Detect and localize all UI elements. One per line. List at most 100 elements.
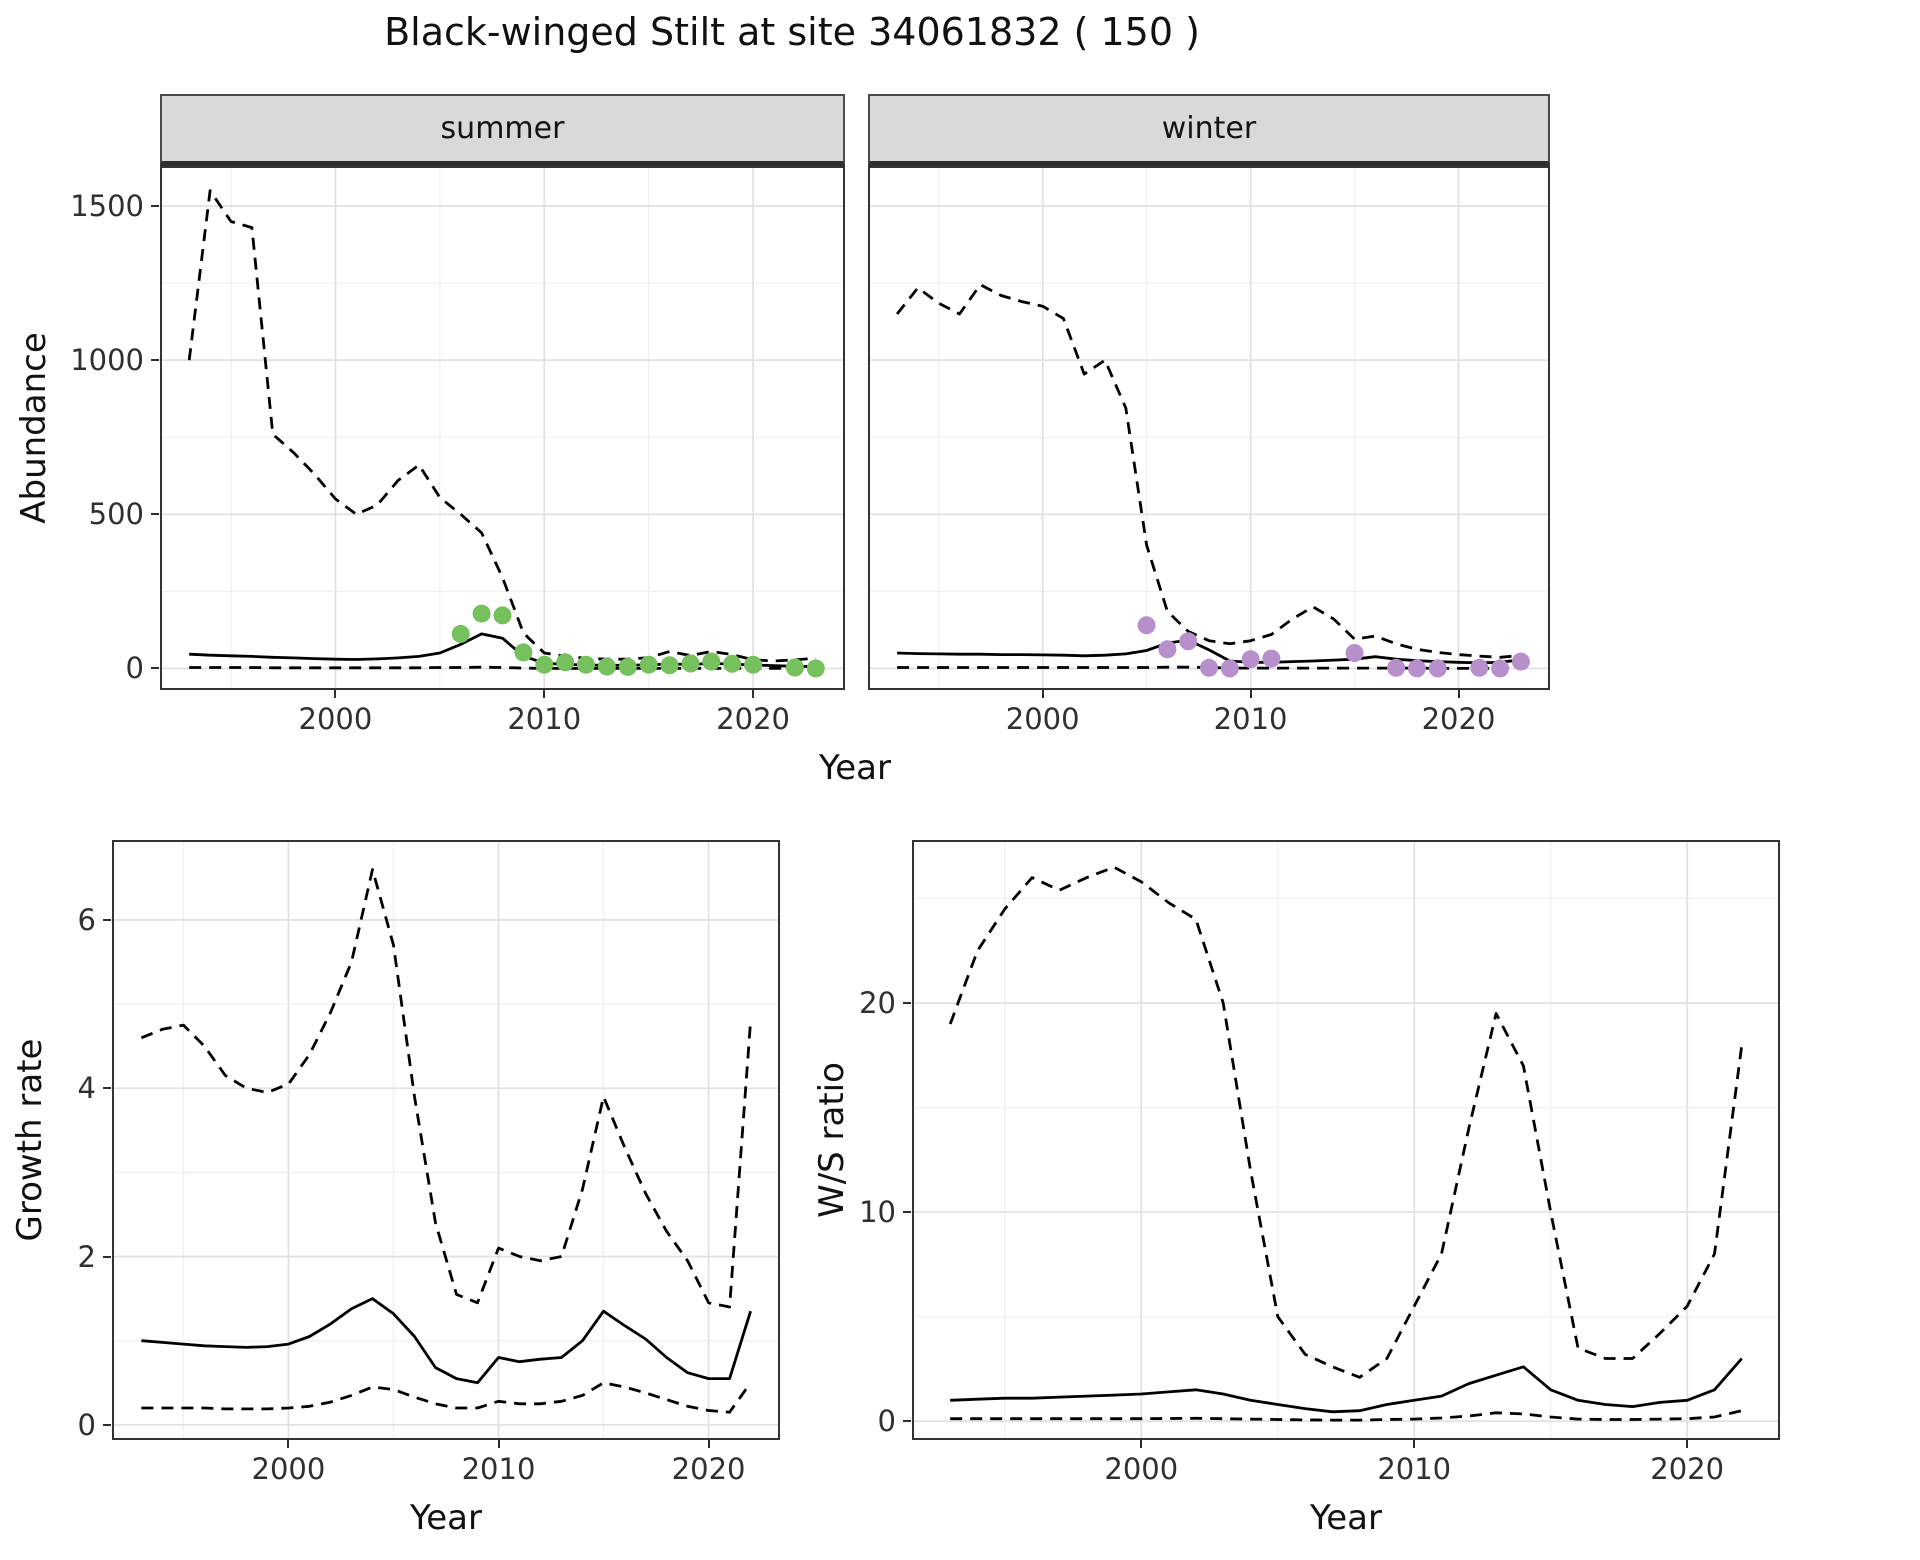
axis-tick (103, 1087, 111, 1090)
x-tick-label: 2000 (1104, 1452, 1179, 1486)
x-tick-label: 2020 (716, 702, 791, 736)
y-tick-label: 4 (77, 1071, 96, 1106)
x-tick-label: 2010 (1213, 702, 1288, 736)
axis-tick (903, 1211, 911, 1214)
facet-label-winter: winter (1161, 111, 1257, 146)
axis-tick (1457, 690, 1460, 698)
axis-tick (497, 1440, 500, 1448)
facet-label-summer: summer (440, 111, 565, 146)
point-observed_winter (1491, 659, 1510, 678)
point-observed_winter (1262, 649, 1281, 668)
point-observed_summer (577, 655, 595, 674)
x-tick-label: 2000 (298, 702, 373, 736)
x-tick-label: 2000 (1005, 702, 1080, 736)
axis-tick (287, 1440, 290, 1448)
point-observed_summer (556, 653, 575, 672)
y-tick-label: 1500 (70, 189, 144, 224)
x-tick-label: 2010 (1377, 1452, 1452, 1486)
point-observed_winter (1407, 659, 1426, 678)
axis-tick (151, 513, 159, 516)
y-tick-label: 0 (77, 1407, 96, 1442)
point-observed_winter (1200, 658, 1218, 677)
point-observed_winter (1220, 659, 1239, 678)
figure-title: Black-winged Stilt at site 34061832 ( 15… (384, 10, 1200, 54)
point-observed_summer (806, 659, 825, 678)
growth-rate-panel (112, 840, 780, 1440)
top-year-axis-title: Year (819, 748, 891, 788)
ws-ratio-chart (912, 840, 1780, 1440)
ws-ratio-panel (912, 840, 1780, 1440)
point-observed_winter (1241, 650, 1260, 669)
growth-rate-chart (112, 840, 780, 1440)
axis-tick (1140, 1440, 1143, 1448)
growth-axis-title: Growth rate (10, 1038, 50, 1242)
axis-tick (151, 359, 159, 362)
point-observed_winter (1470, 658, 1489, 677)
axis-tick (151, 667, 159, 670)
point-observed_summer (744, 655, 763, 674)
x-tick-label: 2000 (251, 1452, 326, 1486)
x-tick-label: 2010 (461, 1452, 536, 1486)
point-observed_summer (597, 657, 616, 676)
axis-tick (752, 690, 755, 698)
y-tick-label: 500 (88, 497, 144, 532)
axis-tick (903, 1420, 911, 1423)
y-tick-label: 0 (125, 651, 144, 686)
x-tick-label: 2020 (1650, 1452, 1725, 1486)
axis-tick (334, 690, 337, 698)
series-upper_ci (140, 868, 752, 1309)
axis-tick (707, 1440, 710, 1448)
point-observed_summer (723, 654, 742, 673)
facet-strip-winter: winter (868, 94, 1550, 166)
y-tick-label: 10 (859, 1195, 896, 1230)
point-observed_winter (1345, 644, 1364, 662)
series-lower_ci (950, 1409, 1743, 1422)
point-observed_winter (1179, 632, 1198, 651)
point-observed_winter (1387, 658, 1406, 677)
point-observed_summer (493, 606, 512, 625)
series-lower_ci (141, 1381, 752, 1414)
series-upper_ci (896, 283, 1522, 659)
point-observed_summer (514, 643, 533, 662)
axis-tick (903, 1002, 911, 1005)
x-tick-label: 2020 (1421, 702, 1496, 736)
x-tick-label: 2010 (507, 702, 582, 736)
axis-tick (103, 918, 111, 921)
y-tick-label: 1000 (70, 343, 144, 378)
axis-tick (1041, 690, 1044, 698)
axis-tick (1413, 1440, 1416, 1448)
y-tick-label: 0 (877, 1404, 896, 1439)
axis-tick (103, 1423, 111, 1426)
point-observed_summer (451, 624, 470, 643)
point-observed_summer (785, 658, 804, 677)
series-median (141, 1297, 752, 1385)
axis-tick (151, 205, 159, 208)
point-observed_summer (535, 655, 554, 674)
series-median (950, 1357, 1743, 1414)
abundance-summer-panel (160, 166, 845, 690)
series-upper_ci (948, 865, 1744, 1379)
point-observed_summer (639, 655, 658, 674)
axis-tick (1686, 1440, 1689, 1448)
abundance-winter-panel (868, 166, 1550, 690)
y-tick-label: 6 (77, 902, 96, 937)
point-observed_summer (660, 656, 679, 675)
point-observed_summer (618, 657, 637, 676)
axis-tick (543, 690, 546, 698)
point-observed_summer (681, 654, 700, 673)
point-observed_summer (472, 604, 491, 623)
growth-year-axis-title: Year (410, 1498, 482, 1538)
x-tick-label: 2020 (671, 1452, 746, 1486)
point-observed_winter (1158, 640, 1177, 659)
y-tick-label: 2 (77, 1239, 96, 1274)
point-observed_summer (702, 652, 721, 671)
series-upper_ci (187, 189, 816, 663)
facet-strip-summer: summer (160, 94, 845, 166)
abundance-summer-chart (160, 166, 845, 690)
axis-tick (103, 1255, 111, 1258)
point-observed_winter (1137, 616, 1156, 635)
point-observed_winter (1511, 652, 1530, 671)
ratio-year-axis-title: Year (1310, 1498, 1382, 1538)
point-observed_winter (1428, 659, 1447, 678)
